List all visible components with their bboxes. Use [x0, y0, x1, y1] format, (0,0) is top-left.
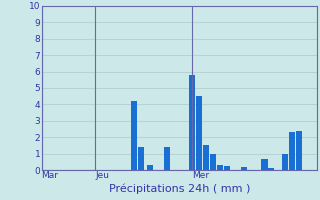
Bar [241, 167, 247, 170]
Bar [138, 147, 144, 170]
Bar [164, 147, 170, 170]
Bar [131, 101, 137, 170]
Bar [196, 96, 202, 170]
Bar [268, 168, 275, 170]
X-axis label: Précipitations 24h ( mm ): Précipitations 24h ( mm ) [108, 183, 250, 194]
Bar [217, 165, 223, 170]
Bar [261, 159, 268, 170]
Bar [189, 75, 195, 170]
Bar [210, 154, 216, 170]
Bar [296, 131, 302, 170]
Bar [147, 165, 153, 170]
Bar [282, 154, 288, 170]
Bar [223, 166, 229, 170]
Bar [203, 145, 209, 170]
Bar [289, 132, 295, 170]
